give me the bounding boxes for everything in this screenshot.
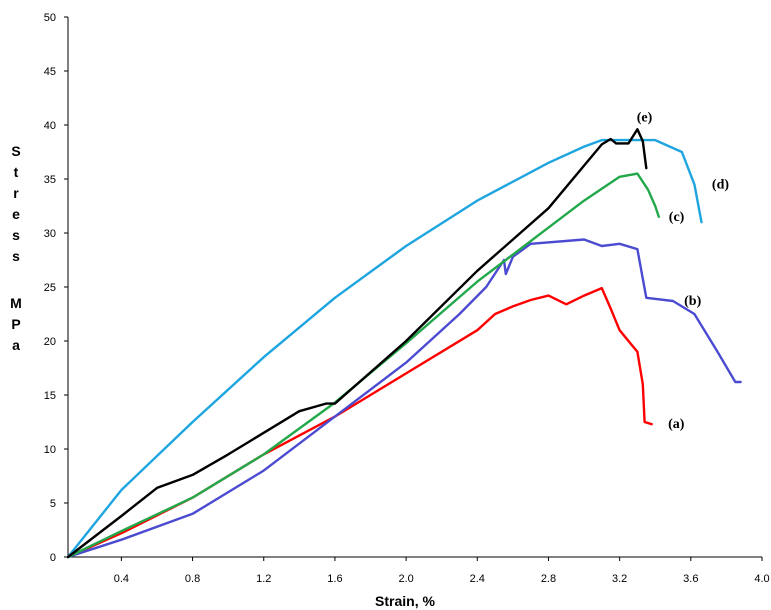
x-tick-label: 1.2 <box>256 573 271 585</box>
x-axis-ticks: 0.4 0.8 1.2 1.6 2.0 2.4 2.8 3.2 3.6 4.0 <box>114 557 770 585</box>
series-label-2: (c) <box>669 210 685 225</box>
y-axis-title-char: t <box>14 164 19 180</box>
x-tick-label: 0.8 <box>185 573 200 585</box>
series-label-4: (e) <box>637 110 653 125</box>
y-axis-title-char: s <box>12 248 20 264</box>
y-tick-label: 0 <box>50 552 56 564</box>
x-tick-label: 2.0 <box>398 573 413 585</box>
y-axis-title-char: M <box>10 295 22 311</box>
y-tick-label: 25 <box>44 282 56 294</box>
y-tick-label: 5 <box>50 498 56 510</box>
y-axis-title-char: r <box>13 185 19 201</box>
x-tick-label: 4.0 <box>754 573 769 585</box>
y-axis-title-char <box>14 269 18 285</box>
series-label-1: (b) <box>684 294 701 309</box>
y-axis-title-char: S <box>11 143 20 159</box>
series-label-3: (d) <box>712 177 729 192</box>
y-tick-label: 15 <box>44 390 56 402</box>
series-line-4 <box>66 128 648 559</box>
y-tick-label: 10 <box>44 444 56 456</box>
y-axis-title-char: a <box>12 337 20 353</box>
y-axis-ticks: 0 5 10 15 20 25 30 35 40 45 50 <box>44 12 68 564</box>
series-line-0 <box>66 286 653 559</box>
series-line-1 <box>66 238 742 559</box>
y-tick-label: 50 <box>44 12 56 24</box>
y-tick-label: 20 <box>44 336 56 348</box>
y-tick-label: 40 <box>44 120 56 132</box>
y-axis-title-char: s <box>12 227 20 243</box>
x-tick-label: 1.6 <box>327 573 342 585</box>
y-tick-label: 35 <box>44 174 56 186</box>
series-labels: (a) (b) (c) (d) (e) <box>637 110 730 432</box>
x-tick-label: 0.4 <box>114 573 129 585</box>
series-lines <box>66 128 742 559</box>
y-tick-label: 30 <box>44 228 56 240</box>
x-tick-label: 2.8 <box>541 573 556 585</box>
x-tick-label: 3.2 <box>612 573 627 585</box>
y-axis-title-char: e <box>12 206 20 222</box>
series-label-0: (a) <box>668 417 685 432</box>
x-tick-label: 3.6 <box>683 573 698 585</box>
series-line-2 <box>66 172 660 559</box>
y-axis-title-char: P <box>11 316 20 332</box>
x-axis-title: Strain, % <box>375 593 435 609</box>
y-tick-label: 45 <box>44 66 56 78</box>
series-line-3 <box>66 138 703 559</box>
x-tick-label: 2.4 <box>470 573 485 585</box>
